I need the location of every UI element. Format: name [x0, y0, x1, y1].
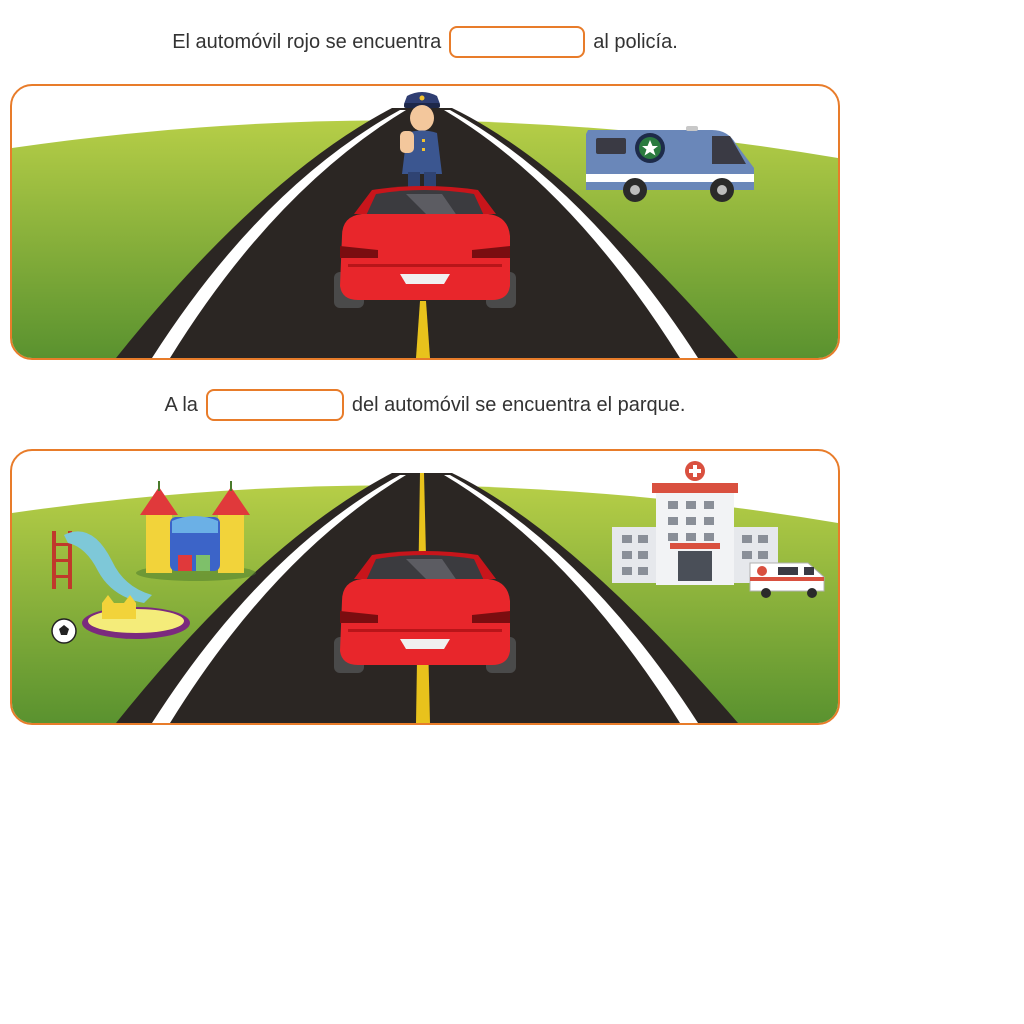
police-officer-icon: [400, 92, 442, 190]
answer-input-1[interactable]: [449, 26, 586, 58]
police-van-icon: [586, 126, 754, 202]
soccer-ball-icon: [51, 618, 77, 644]
road-edge-right: [444, 475, 698, 723]
sentence-1-text-before: El automóvil rojo se encuentra: [172, 30, 442, 53]
scene-police: [10, 84, 840, 360]
road-center-line: [416, 301, 430, 358]
sandbox-icon: [82, 595, 190, 639]
sentence-2: A la del automóvil se encuentra el parqu…: [0, 385, 850, 425]
answer-input-2[interactable]: [205, 389, 344, 421]
ambulance-icon: [749, 562, 825, 598]
red-car-icon: [334, 551, 516, 673]
scene-park-hospital: [10, 449, 840, 725]
sentence-2-text-before: A la: [164, 393, 198, 416]
bouncy-castle-icon: [136, 481, 256, 581]
road-edge-right: [444, 110, 698, 358]
red-car-icon: [334, 186, 516, 308]
sentence-1: El automóvil rojo se encuentra al policí…: [0, 22, 850, 62]
road-edge-left: [152, 110, 406, 358]
slide-icon: [52, 531, 152, 603]
sentence-1-text-after: al policía.: [593, 30, 678, 53]
road-edge-left: [152, 475, 406, 723]
hospital-icon: [612, 461, 778, 585]
sentence-2-text-after: del automóvil se encuentra el parque.: [351, 393, 686, 416]
